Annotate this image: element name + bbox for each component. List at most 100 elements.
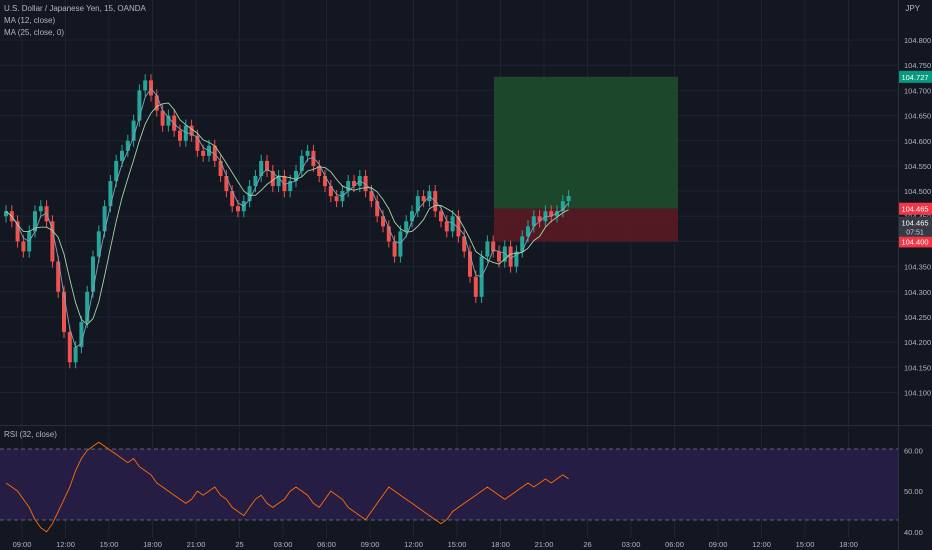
time-tick-label: 12:00 [752,540,771,549]
rsi-band [0,449,898,520]
candle-body [38,206,43,212]
last-price-badge-bg [899,216,932,237]
time-tick-label: 09:00 [13,540,32,549]
ma-12-line [5,87,569,348]
candle-body [265,160,269,171]
time-tick-label: 12:00 [404,540,423,549]
candle-body [386,226,391,242]
price-tick-label: 104.500 [904,187,931,196]
price-tick-label: 104.100 [904,388,931,397]
candle-body [508,246,513,267]
candle-body [67,332,72,363]
candle-body [282,176,287,192]
price-tick-label: 104.650 [904,112,931,121]
rsi-legend[interactable]: RSI (32, close) [4,430,57,439]
candle-body [537,216,542,222]
candle-body [259,160,264,176]
candle-body [154,95,159,111]
candle-body [137,90,142,121]
price-tick-label: 104.750 [904,61,931,70]
candle-body [160,110,165,126]
bar-countdown: 07:51 [906,230,924,237]
candle-body [149,80,153,96]
candle-body [15,221,20,242]
candle-body [212,145,217,161]
price-tick-label: 104.600 [904,137,931,146]
time-tick-label: 26 [583,540,591,549]
time-tick-label: 03:00 [274,540,293,549]
candle-body [247,186,252,202]
candle-body [323,176,327,187]
time-tick-label: 15:00 [448,540,467,549]
candle-body [328,186,333,197]
candle-body [531,216,536,227]
candle-body [549,211,554,217]
candle-body [172,115,177,131]
candle-body [131,120,136,141]
rsi-axis: 60.00 50.00 40.00 [904,446,923,536]
candle-body [421,196,426,202]
candle-body [520,236,525,252]
candle-body [230,191,235,207]
candle-body [195,135,200,151]
time-tick-label: 09:00 [361,540,380,549]
currency-label: JPY [905,4,920,13]
ma-12-legend[interactable]: MA (12, close) [4,16,56,25]
time-tick-label: 15:00 [796,540,815,549]
candle-body [143,80,148,91]
candle-body [270,170,275,187]
candle-body [33,211,37,232]
price-tick-label: 104.200 [904,338,931,347]
candle-body [50,221,55,262]
candle-body [102,206,107,232]
time-tick-label: 18:00 [491,540,510,549]
price-tick-label: 104.550 [904,162,931,171]
candle-body [56,261,61,292]
candle-body [236,206,240,212]
candle-body [253,176,258,187]
rsi-tick-label: 50.00 [904,487,923,496]
target-zone[interactable] [494,76,678,209]
candle-body [456,216,461,237]
ma-25-line [5,102,569,326]
price-tick-label: 104.150 [904,363,931,372]
candle-body [166,115,171,126]
symbol-legend[interactable]: U.S. Dollar / Japanese Yen, 15, OANDA [4,4,146,13]
candle-body [276,176,281,187]
time-tick-label: 25 [235,540,243,549]
candle-body [375,201,380,217]
candle-body [346,181,351,192]
price-badges: 104.727 104.465 104.400 104.465 07:51 [899,70,932,248]
candle-body [560,201,565,212]
candle-body [468,251,472,277]
candle-body [450,216,455,232]
candle-body [288,181,293,192]
price-tick-label: 104.350 [904,263,931,272]
candle-body [352,181,356,187]
candle-body [526,226,530,237]
candle-body [91,256,95,292]
candle-body [311,150,316,166]
candle-body [79,322,84,348]
candle-body [189,125,194,136]
candle-body [317,165,322,176]
candle-body [502,246,507,262]
rsi-tick-label: 60.00 [904,446,923,455]
candle-body [62,291,66,333]
candle-body [555,211,559,217]
time-tick-label: 06:00 [665,540,684,549]
price-tick-label: 104.250 [904,313,931,322]
time-tick-label: 09:00 [709,540,728,549]
candle-body [305,150,310,156]
candle-body [114,160,119,182]
stop-zone[interactable] [494,208,678,242]
time-tick-label: 06:00 [317,540,336,549]
ma-25-legend[interactable]: MA (25, close, 0) [4,28,65,37]
candle-body [108,181,113,207]
rsi-tick-label: 40.00 [904,528,923,537]
candle-body [201,150,206,156]
time-axis[interactable]: 09:00 12:00 15:00 18:00 21:00 25 03:00 06:00 09:… [13,540,858,549]
candle-body [462,236,467,252]
price-tick-label: 104.700 [904,86,931,95]
